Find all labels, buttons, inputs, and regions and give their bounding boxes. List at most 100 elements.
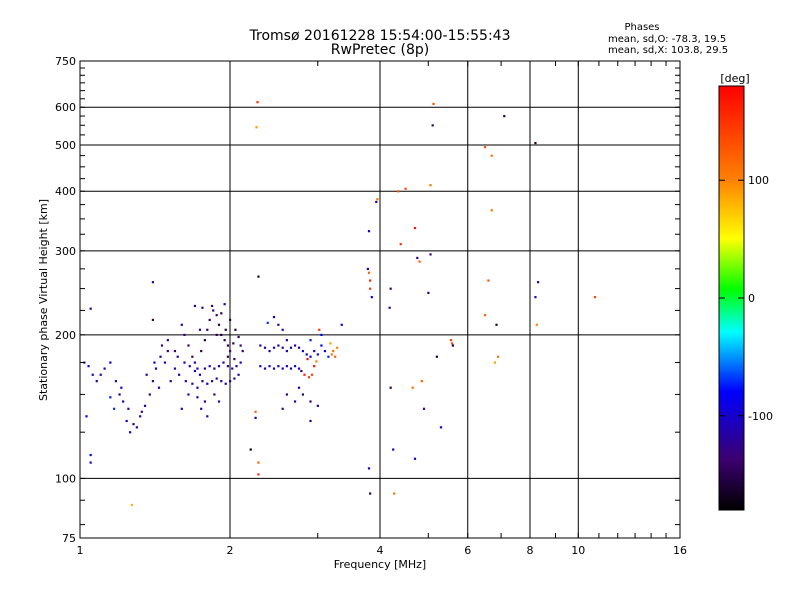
data-point: [313, 365, 316, 368]
data-point: [268, 349, 271, 353]
data-point: [206, 382, 209, 385]
data-point: [534, 141, 537, 145]
data-point: [139, 415, 142, 418]
data-point: [266, 321, 269, 324]
data-point: [206, 415, 209, 418]
data-point: [300, 369, 303, 373]
data-point: [145, 373, 148, 376]
data-point: [277, 323, 280, 326]
data-point: [232, 342, 235, 345]
data-point: [154, 367, 158, 370]
data-point: [254, 416, 257, 419]
data-point: [163, 361, 167, 364]
data-point: [369, 287, 372, 290]
data-point: [215, 333, 218, 337]
data-point: [130, 503, 133, 507]
data-point: [226, 344, 230, 347]
data-point: [224, 382, 227, 385]
data-point: [309, 355, 312, 358]
data-point: [166, 339, 169, 342]
data-point: [125, 419, 128, 423]
data-point: [176, 355, 179, 358]
data-point: [233, 377, 236, 380]
x-tick-label: 2: [227, 544, 234, 557]
data-point: [316, 404, 319, 407]
data-point: [369, 492, 372, 495]
data-point: [449, 339, 453, 342]
data-point: [259, 344, 262, 347]
data-point: [241, 349, 244, 353]
y-axis-label: Stationary phase Virtual Height [km]: [37, 199, 50, 401]
data-point: [432, 102, 435, 106]
data-point: [132, 423, 135, 426]
data-point: [166, 349, 169, 353]
data-point: [422, 407, 426, 410]
data-point: [187, 344, 190, 347]
data-point: [272, 367, 276, 370]
data-point: [320, 333, 323, 337]
data-point: [281, 346, 284, 349]
data-point: [226, 365, 230, 368]
data-point: [303, 373, 306, 376]
data-point: [89, 307, 92, 310]
data-point: [420, 380, 423, 383]
data-point: [239, 361, 242, 364]
data-point: [297, 367, 301, 370]
data-point: [375, 200, 378, 204]
data-point: [234, 328, 237, 331]
data-point: [99, 373, 102, 376]
data-point: [332, 349, 335, 353]
data-points: [83, 101, 597, 507]
data-point: [220, 333, 223, 337]
data-point: [413, 457, 417, 460]
data-point: [208, 318, 211, 322]
data-point: [334, 355, 337, 358]
data-point: [263, 346, 267, 349]
data-point: [285, 339, 288, 342]
data-point: [159, 355, 162, 358]
data-point: [293, 400, 297, 403]
data-point: [160, 344, 164, 347]
data-point: [215, 314, 218, 317]
data-point: [316, 353, 319, 356]
x-tick-label: 8: [527, 544, 534, 557]
data-point: [200, 349, 203, 353]
chart-title-line1: Tromsø 20161228 15:54:00-15:55:43: [249, 28, 511, 44]
data-point: [208, 365, 211, 368]
data-point: [237, 373, 240, 376]
y-axis-ticks: 75 100 200 300 400 500 600 750: [55, 55, 680, 545]
data-point: [177, 373, 181, 376]
stats-x-mode: mean, sd,X: 103.8, 29.5: [608, 45, 728, 56]
y-tick-label: 75: [62, 532, 76, 545]
data-point: [184, 380, 187, 383]
data-point: [198, 328, 202, 331]
data-point: [203, 367, 206, 370]
data-point: [388, 306, 391, 309]
data-point: [309, 419, 312, 423]
data-point: [427, 291, 430, 294]
data-point: [191, 355, 194, 358]
y-tick-label: 500: [55, 139, 76, 152]
data-point: [431, 124, 434, 127]
data-point: [496, 355, 500, 358]
x-axis-ticks: 1 2 4 6 8 10 16: [77, 61, 687, 557]
data-point: [151, 318, 155, 322]
data-point: [301, 349, 305, 353]
data-point: [309, 400, 312, 403]
data-point: [435, 355, 438, 358]
data-point: [327, 355, 330, 358]
data-point: [389, 386, 392, 389]
stats-header: Phases: [624, 22, 659, 33]
data-point: [203, 400, 206, 403]
data-point: [143, 404, 147, 407]
data-point: [285, 393, 288, 396]
data-point: [318, 328, 321, 331]
data-point: [272, 346, 276, 349]
y-tick-label: 100: [55, 472, 76, 485]
stats-o-mode: mean, sd,O: -78.3, 19.5: [608, 34, 726, 45]
data-point: [439, 426, 443, 429]
data-point: [484, 146, 487, 149]
colorbar-tick-label: 100: [748, 174, 769, 187]
data-point: [487, 279, 490, 282]
data-point: [320, 344, 323, 347]
